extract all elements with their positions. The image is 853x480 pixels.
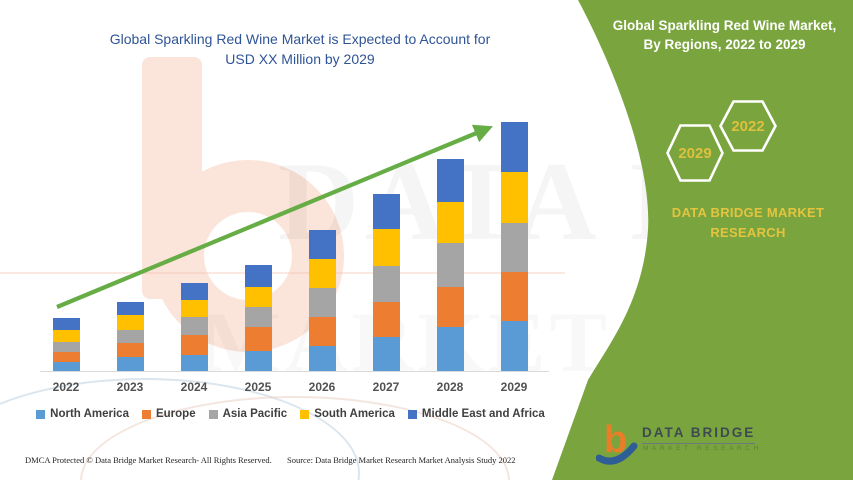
bar-segment-middle-east-and-africa [116,302,144,315]
bar-segment-asia-pacific [52,342,80,352]
page-title-line1: Global Sparkling Red Wine Market is Expe… [109,31,491,47]
brand-wordmark: DATA BRIDGE MARKET RESEARCH [671,205,825,240]
legend-label: Middle East and Africa [421,408,545,420]
bar-segment-asia-pacific [436,243,464,287]
legend-label: Asia Pacific [222,408,288,420]
bar-segment-europe [180,335,208,355]
bar-segment-middle-east-and-africa [244,265,272,287]
bar-segment-asia-pacific [180,317,208,335]
dbmr-logo-icon: b [596,419,638,465]
legend-item-south-america: South America [300,408,395,420]
bar-segment-north-america [436,327,464,371]
bar-segment-south-america [52,330,80,342]
x-axis-label-2029: 2029 [500,380,528,394]
panel-title: Global Sparkling Red Wine Market, By Reg… [596,16,853,54]
page-title-line2: USD XX Million by 2029 [225,51,375,67]
legend-swatch-icon [208,409,218,419]
bar-segment-asia-pacific [116,330,144,343]
bar-segment-south-america [372,229,400,266]
x-axis-label-2024: 2024 [180,380,208,394]
dbmr-logo: b DATA BRIDGE MARKET RESEARCH [596,418,826,470]
bar-segment-north-america [180,355,208,371]
bar-segment-middle-east-and-africa [436,159,464,202]
legend-item-middle-east-and-africa: Middle East and Africa [407,408,545,420]
bar-segment-asia-pacific [244,307,272,327]
panel-title-line2: By Regions, 2022 to 2029 [643,37,806,52]
x-axis-label-2022: 2022 [52,380,80,394]
x-axis-label-2026: 2026 [308,380,336,394]
hexagon-year-label: 2022 [731,118,764,135]
hexagon-year-label: 2029 [678,145,711,162]
bar-segment-europe [500,272,528,321]
legend-item-north-america: North America [36,408,129,420]
bar-segment-middle-east-and-africa [372,194,400,229]
panel-title-line1: Global Sparkling Red Wine Market, [612,18,837,33]
svg-text:b: b [604,419,627,461]
bar-segment-north-america [372,337,400,371]
bar-segment-south-america [180,300,208,317]
bar-segment-europe [116,343,144,357]
legend-label: North America [50,408,129,420]
bar-segment-south-america [436,202,464,243]
x-axis-label-2027: 2027 [372,380,400,394]
x-axis-line [40,371,549,372]
bar-segment-north-america [52,362,80,371]
bar-segment-south-america [500,172,528,223]
bar-segment-middle-east-and-africa [308,230,336,259]
bar-segment-europe [244,327,272,351]
legend-label: Europe [155,408,196,420]
bar-segment-europe [308,317,336,346]
legend-swatch-icon [300,409,310,419]
bar-segment-north-america [244,351,272,371]
bar-segment-europe [436,287,464,327]
bar-segment-asia-pacific [500,223,528,272]
legend-swatch-icon [141,409,151,419]
bar-segment-south-america [308,259,336,288]
x-axis-label-2023: 2023 [116,380,144,394]
x-axis-label-2028: 2028 [436,380,464,394]
bar-segment-south-america [116,315,144,330]
logo-name-text: DATA BRIDGE [642,425,756,444]
bar-segment-middle-east-and-africa [52,318,80,330]
bar-segment-south-america [244,287,272,307]
logo-sub-text: MARKET RESEARCH [643,445,762,452]
hexagon-badge-2029: 2029 [666,124,724,182]
bar-segment-europe [372,302,400,337]
bar-segment-middle-east-and-africa [180,283,208,300]
page-title: Global Sparkling Red Wine Market is Expe… [55,29,545,69]
legend-swatch-icon [36,409,46,419]
bar-chart: 2022 2023 2024 2025 2026 2027 2028 2029 [40,110,549,394]
bar-segment-europe [52,352,80,362]
legend-item-asia-pacific: Asia Pacific [208,408,288,420]
legend-item-europe: Europe [141,408,196,420]
hexagon-badge-2022: 2022 [719,100,777,152]
bar-segment-north-america [500,321,528,371]
legend: North America Europe Asia Pacific South Ame… [18,408,563,420]
x-axis-label-2025: 2025 [244,380,272,394]
bar-segment-asia-pacific [308,288,336,317]
bar-segment-asia-pacific [372,266,400,302]
source-text: Source: Data Bridge Market Research Mark… [287,455,516,465]
bar-segment-middle-east-and-africa [500,122,528,172]
bar-segment-north-america [116,357,144,371]
copyright-text: DMCA Protected © Data Bridge Market Rese… [25,455,272,465]
legend-swatch-icon [407,409,417,419]
legend-label: South America [314,408,395,420]
bar-segment-north-america [308,346,336,371]
